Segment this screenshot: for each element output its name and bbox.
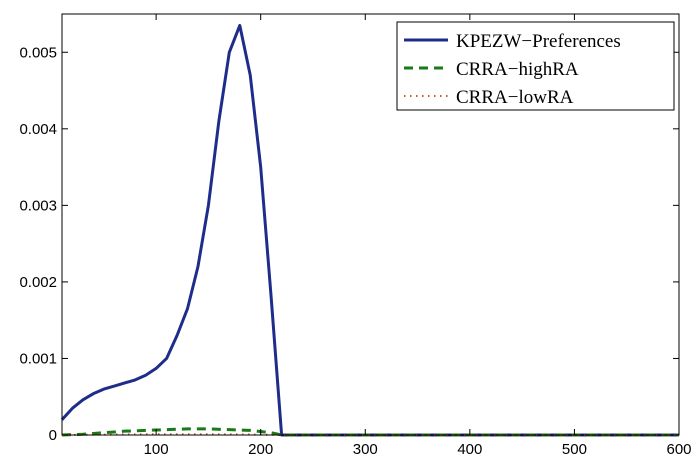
x-tick-label: 600	[666, 441, 691, 458]
plot-frame	[61, 13, 680, 436]
y-tick-label: 0.001	[19, 350, 57, 367]
legend-label-0: KPEZW−Preferences	[456, 31, 621, 52]
legend: KPEZW−Preferences CRRA−highRA CRRA−lowRA	[396, 21, 675, 111]
x-tick-label: 400	[457, 441, 482, 458]
legend-label-2: CRRA−lowRA	[456, 87, 574, 108]
legend-label-1: CRRA−highRA	[456, 59, 579, 80]
y-tick-label: 0.002	[19, 274, 57, 291]
y-tick-label: 0.004	[19, 121, 57, 138]
x-tick-label: 500	[562, 441, 587, 458]
x-tick-label: 100	[144, 441, 169, 458]
x-tick-label: 200	[248, 441, 273, 458]
y-tick-label: 0.005	[19, 44, 57, 61]
y-tick-label: 0.003	[19, 197, 57, 214]
x-tick-label: 300	[353, 441, 378, 458]
legend-box	[396, 21, 675, 111]
series-line-1	[61, 427, 679, 437]
y-tick-label: 0	[49, 427, 57, 444]
tick-layer: 100 200 300 400 500 600 0 0.001 0.002 0.003 0.004 0…	[19, 14, 692, 458]
